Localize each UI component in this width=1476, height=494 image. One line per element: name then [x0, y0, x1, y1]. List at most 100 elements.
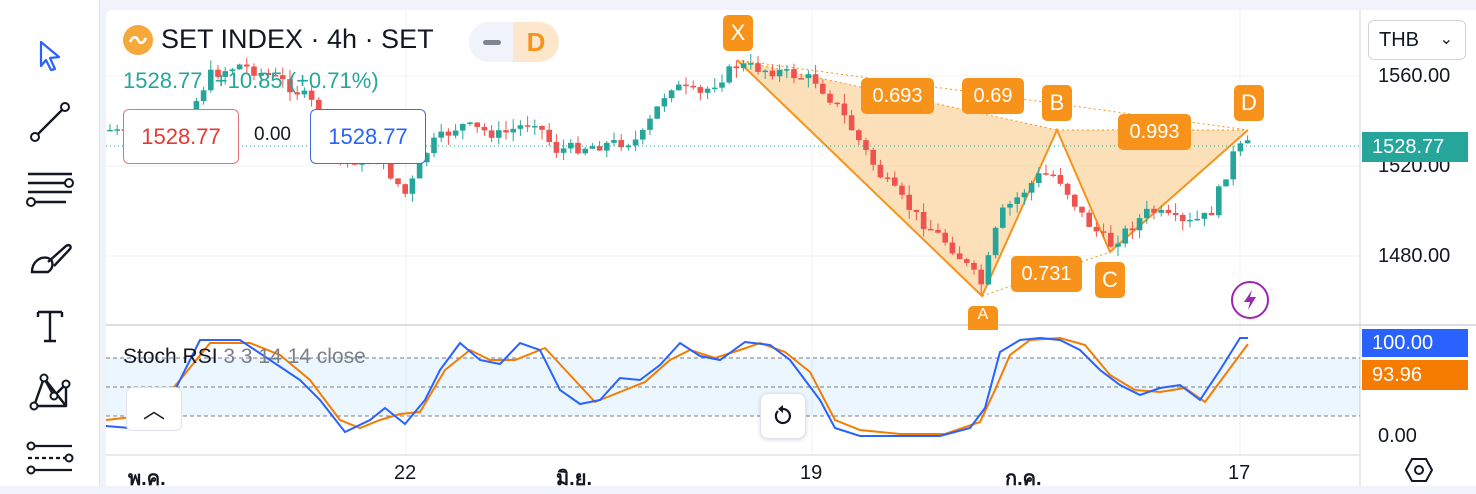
price-change: 1528.77 +10.85 (+0.71%) [123, 68, 379, 93]
buy-button[interactable]: 1528.77 [310, 109, 426, 164]
mode-letter: D [513, 22, 559, 62]
candle-body [776, 69, 783, 77]
cursor-icon[interactable] [22, 32, 78, 80]
candle-body [1050, 174, 1056, 177]
candle-body [769, 70, 776, 77]
candle-body [503, 130, 509, 133]
currency-select[interactable]: THB ⌄ [1368, 20, 1466, 60]
candle-body [625, 145, 632, 148]
candle-body [114, 129, 120, 131]
candle-body [935, 229, 941, 233]
candle-body [1158, 209, 1164, 213]
sell-button[interactable]: 1528.77 [123, 109, 239, 164]
mode-toggle[interactable]: D [469, 22, 559, 62]
candle-body [712, 87, 718, 90]
candle-body [841, 103, 848, 116]
candle-body [200, 90, 207, 102]
stoch-rsi-title[interactable]: Stoch RSI 3 3 14 14 close [123, 345, 366, 369]
candle-body [452, 130, 459, 136]
candle-body [301, 90, 308, 95]
candle-body [971, 262, 977, 270]
candle-body [748, 63, 754, 65]
ratio-xb-outer: 0.693 [861, 78, 934, 114]
candle-body [1136, 218, 1143, 231]
candle-body [532, 125, 538, 128]
candle-body [719, 82, 725, 88]
candle-body [740, 63, 747, 69]
candle-body [236, 64, 243, 70]
candle-body [251, 66, 257, 76]
time-axis-label: 22 [394, 462, 417, 484]
time-axis-label: 19 [800, 462, 823, 484]
candle-body [812, 74, 819, 84]
stoch-d-tag: 93.96 [1362, 360, 1468, 390]
settings-icon[interactable] [1404, 456, 1434, 489]
candle-body [560, 148, 567, 153]
candle-body [1165, 209, 1172, 213]
candle-body [856, 130, 862, 141]
candle-body [208, 69, 214, 91]
text-icon[interactable] [22, 302, 78, 350]
fib-retracement-icon[interactable] [22, 164, 78, 212]
candle-body [791, 69, 797, 79]
drawing-toolbar [0, 0, 100, 486]
candle-body [640, 129, 646, 140]
candle-body [272, 75, 279, 77]
candle-body [755, 63, 761, 72]
candle-body [1028, 182, 1035, 193]
candle-body [1036, 173, 1042, 183]
candle-body [899, 185, 905, 195]
candle-body [467, 122, 473, 125]
candle-body [632, 139, 639, 146]
candle-body [834, 102, 840, 105]
candle-body [1064, 183, 1071, 195]
candle-body [1172, 212, 1179, 216]
candle-body [820, 83, 826, 94]
candle-body [928, 228, 934, 231]
candle-body [1216, 186, 1222, 216]
candle-body [1230, 151, 1236, 180]
currency-value: THB [1379, 28, 1419, 51]
candle-body [1000, 207, 1006, 228]
candle-body [1208, 212, 1215, 216]
candle-body [1194, 218, 1200, 221]
candle-body [280, 75, 286, 80]
candle-body [618, 140, 624, 148]
current-price-tag: 1528.77 [1362, 132, 1468, 162]
candle-body [805, 74, 812, 79]
candle-body [474, 122, 480, 127]
candle-body [1072, 194, 1078, 207]
candle-body [668, 90, 675, 99]
candle-body [726, 66, 732, 83]
stoch-k-line [105, 336, 1248, 437]
pattern-icon[interactable] [22, 368, 78, 416]
time-axis-label: มิ.ย. [556, 468, 593, 490]
collapse-pane-button[interactable]: ︿ [126, 387, 182, 431]
stoch-rsi-params: 3 3 14 14 close [223, 345, 366, 368]
candle-body [553, 141, 560, 153]
candle-body [1108, 232, 1114, 247]
candle-body [647, 118, 653, 130]
minus-icon [483, 40, 501, 45]
candle-body [964, 259, 970, 263]
candle-body [906, 194, 912, 210]
trend-line-icon[interactable] [22, 98, 78, 146]
candle-body [690, 85, 696, 88]
candle-body [582, 148, 588, 154]
symbol-legend[interactable]: SET INDEX · 4h · SET [123, 24, 434, 55]
candle-body [215, 69, 221, 77]
pattern-point-c: C [1095, 262, 1125, 298]
candle-body [496, 130, 502, 138]
candle-body [1100, 231, 1107, 233]
candle-body [1043, 173, 1049, 175]
prediction-icon[interactable] [22, 434, 78, 482]
candle-body [1086, 212, 1092, 227]
symbol-title[interactable]: SET INDEX · 4h · SET [161, 24, 434, 54]
reset-chart-button[interactable] [760, 393, 806, 439]
candle-body [575, 142, 581, 154]
candle-body [892, 177, 898, 186]
candle-body [913, 209, 920, 212]
brush-icon[interactable] [22, 234, 78, 282]
lightning-icon[interactable] [1231, 281, 1269, 319]
stoch-axis-label: 0.00 [1378, 425, 1417, 447]
